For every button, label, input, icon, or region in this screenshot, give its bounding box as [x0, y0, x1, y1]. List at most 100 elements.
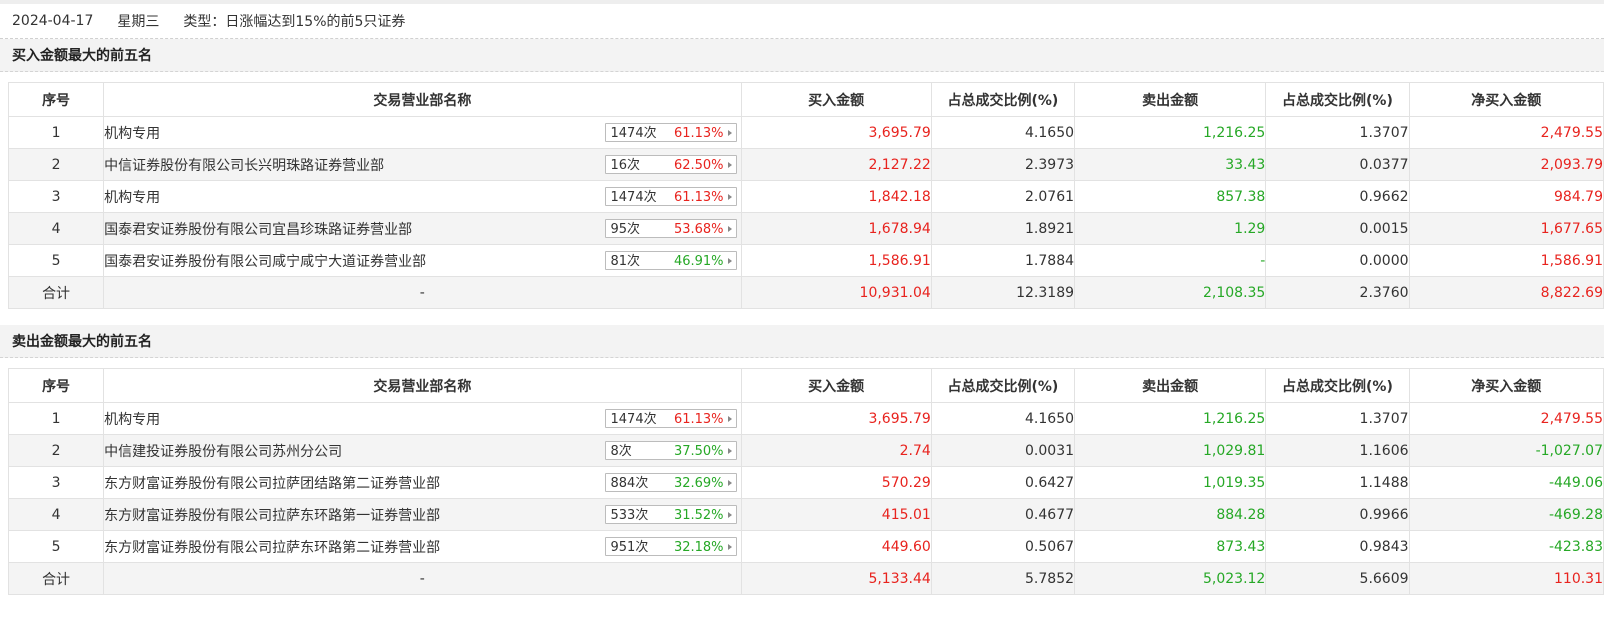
total-sell-amount: 2,108.35: [1074, 276, 1267, 309]
trade-date: 2024-04-17: [12, 13, 94, 29]
branch-name[interactable]: 东方财富证券股份有限公司拉萨东环路第一证券营业部: [104, 507, 441, 524]
branch-stats-badge[interactable]: 1474次 61.13%: [604, 409, 737, 428]
buy-ratio: 0.4677: [930, 498, 1076, 531]
branch-name[interactable]: 机构专用: [104, 411, 161, 428]
win-rate: 46.91%: [673, 254, 724, 269]
buy-ratio: 0.5067: [930, 530, 1076, 563]
branch-cell: 东方财富证券股份有限公司拉萨东环路第一证券营业部 533次 31.52%: [103, 498, 742, 531]
caret-right-icon: [727, 512, 732, 518]
buy-amount: 1,586.91: [740, 244, 932, 277]
branch-name[interactable]: 东方财富证券股份有限公司拉萨东环路第二证券营业部: [104, 539, 441, 556]
total-sell-amount: 5,023.12: [1074, 562, 1267, 595]
appearance-count: 533次: [610, 508, 649, 523]
table-row[interactable]: 3 机构专用 1474次 61.13% 1,842.18 2.0761 857.38 0.96…: [7, 180, 1604, 213]
branch-cell: 国泰君安证券股份有限公司宜昌珍珠路证券营业部 95次 53.68%: [103, 212, 742, 245]
buy-ratio: 4.1650: [930, 116, 1076, 149]
buy-ratio: 1.7884: [930, 244, 1076, 277]
sell-ratio: 0.9843: [1265, 530, 1410, 563]
col-header-buy: 买入金额: [740, 368, 932, 403]
table-row[interactable]: 2 中信建投证券股份有限公司苏州分公司 8次 37.50% 2.74 0.0031 1,02…: [7, 434, 1604, 467]
page-header: 2024-04-17 星期三 类型：日涨幅达到15%的前5只证券: [0, 4, 1604, 39]
buy-top5-table: 序号 交易营业部名称 买入金额 占总成交比例(%) 卖出金额 占总成交比例(%)…: [7, 82, 1604, 309]
branch-name[interactable]: 中信证券股份有限公司长兴明珠路证券营业部: [104, 157, 385, 174]
table-row[interactable]: 2 中信证券股份有限公司长兴明珠路证券营业部 16次 62.50% 2,127.22 2.…: [7, 148, 1604, 181]
total-sell-ratio: 2.3760: [1265, 276, 1410, 309]
branch-name[interactable]: 中信建投证券股份有限公司苏州分公司: [104, 443, 343, 460]
buy-amount: 3,695.79: [740, 116, 932, 149]
row-index: 5: [7, 244, 105, 277]
net-buy-amount: 2,093.79: [1408, 148, 1604, 181]
branch-stats-badge[interactable]: 1474次 61.13%: [604, 123, 737, 142]
sell-amount: 884.28: [1074, 498, 1267, 531]
sell-ratio: 0.0377: [1265, 148, 1410, 181]
buy-ratio: 2.0761: [930, 180, 1076, 213]
col-header-index: 序号: [7, 368, 105, 403]
sell-ratio: 1.1606: [1265, 434, 1410, 467]
branch-stats-badge[interactable]: 95次 53.68%: [604, 219, 737, 238]
branch-stats-badge[interactable]: 951次 32.18%: [604, 537, 737, 556]
branch-name[interactable]: 东方财富证券股份有限公司拉萨团结路第二证券营业部: [104, 475, 441, 492]
branch-name[interactable]: 机构专用: [104, 125, 161, 142]
sell-table-body: 1 机构专用 1474次 61.13% 3,695.79 4.1650 1,216.25 1.…: [7, 402, 1604, 595]
caret-right-icon: [727, 194, 732, 200]
branch-cell: 国泰君安证券股份有限公司咸宁咸宁大道证券营业部 81次 46.91%: [103, 244, 742, 277]
total-buy-ratio: 5.7852: [930, 562, 1076, 595]
branch-stats-badge[interactable]: 884次 32.69%: [604, 473, 737, 492]
sell-ratio: 1.3707: [1265, 402, 1410, 435]
appearance-count: 1474次: [610, 126, 657, 141]
caret-right-icon: [727, 226, 732, 232]
sell-ratio: 1.3707: [1265, 116, 1410, 149]
table-row[interactable]: 1 机构专用 1474次 61.13% 3,695.79 4.1650 1,216.25 1.…: [7, 116, 1604, 149]
buy-ratio: 4.1650: [930, 402, 1076, 435]
branch-stats-badge[interactable]: 1474次 61.13%: [604, 187, 737, 206]
win-rate: 32.69%: [673, 476, 724, 491]
sell-amount: 1,216.25: [1074, 402, 1267, 435]
buy-amount: 1,678.94: [740, 212, 932, 245]
table-row[interactable]: 3 东方财富证券股份有限公司拉萨团结路第二证券营业部 884次 32.69% 570.2…: [7, 466, 1604, 499]
net-buy-amount: 1,677.65: [1408, 212, 1604, 245]
sell-amount: 1,216.25: [1074, 116, 1267, 149]
branch-cell: 东方财富证券股份有限公司拉萨东环路第二证券营业部 951次 32.18%: [103, 530, 742, 563]
branch-name[interactable]: 机构专用: [104, 189, 161, 206]
sell-top5-table: 序号 交易营业部名称 买入金额 占总成交比例(%) 卖出金额 占总成交比例(%)…: [7, 368, 1604, 595]
buy-amount: 2.74: [740, 434, 932, 467]
buy-amount: 3,695.79: [740, 402, 932, 435]
win-rate: 62.50%: [673, 158, 724, 173]
row-index: 5: [7, 530, 105, 563]
branch-stats-badge[interactable]: 81次 46.91%: [604, 251, 737, 270]
branch-name[interactable]: 国泰君安证券股份有限公司咸宁咸宁大道证券营业部: [104, 253, 427, 270]
col-header-sell: 卖出金额: [1074, 82, 1267, 117]
branch-stats-badge[interactable]: 8次 37.50%: [604, 441, 737, 460]
col-header-net: 净买入金额: [1408, 82, 1604, 117]
table-row[interactable]: 5 东方财富证券股份有限公司拉萨东环路第二证券营业部 951次 32.18% 449.6…: [7, 530, 1604, 563]
buy-amount: 1,842.18: [740, 180, 932, 213]
sell-amount: 1,019.35: [1074, 466, 1267, 499]
caret-right-icon: [727, 544, 732, 550]
branch-cell: 东方财富证券股份有限公司拉萨团结路第二证券营业部 884次 32.69%: [103, 466, 742, 499]
buy-ratio: 2.3973: [930, 148, 1076, 181]
branch-cell: 中信证券股份有限公司长兴明珠路证券营业部 16次 62.50%: [103, 148, 742, 181]
total-sell-ratio: 5.6609: [1265, 562, 1410, 595]
net-buy-amount: 2,479.55: [1408, 116, 1604, 149]
table-row[interactable]: 4 东方财富证券股份有限公司拉萨东环路第一证券营业部 533次 31.52% 415.0…: [7, 498, 1604, 531]
branch-stats-badge[interactable]: 533次 31.52%: [604, 505, 737, 524]
buy-ratio: 0.0031: [930, 434, 1076, 467]
total-row: 合计 -10,931.04 12.3189 2,108.35 2.3760 8,822.6…: [7, 276, 1604, 309]
table-row[interactable]: 1 机构专用 1474次 61.13% 3,695.79 4.1650 1,216.25 1.…: [7, 402, 1604, 435]
row-index: 1: [7, 402, 105, 435]
row-index: 4: [7, 498, 105, 531]
row-index: 1: [7, 116, 105, 149]
buy-table-body: 1 机构专用 1474次 61.13% 3,695.79 4.1650 1,216.25 1.…: [7, 116, 1604, 309]
branch-stats-badge[interactable]: 16次 62.50%: [604, 155, 737, 174]
net-buy-amount: -469.28: [1408, 498, 1604, 531]
table-row[interactable]: 4 国泰君安证券股份有限公司宜昌珍珠路证券营业部 95次 53.68% 1,678.94…: [7, 212, 1604, 245]
sell-ratio: 0.9966: [1265, 498, 1410, 531]
buy-section-title: 买入金额最大的前五名: [0, 39, 1604, 72]
sell-amount: 857.38: [1074, 180, 1267, 213]
table-row[interactable]: 5 国泰君安证券股份有限公司咸宁咸宁大道证券营业部 81次 46.91% 1,586.9…: [7, 244, 1604, 277]
net-buy-amount: 984.79: [1408, 180, 1604, 213]
branch-name[interactable]: 国泰君安证券股份有限公司宜昌珍珠路证券营业部: [104, 221, 413, 238]
col-header-buy: 买入金额: [740, 82, 932, 117]
total-label: 合计: [7, 276, 105, 309]
win-rate: 61.13%: [673, 412, 724, 427]
